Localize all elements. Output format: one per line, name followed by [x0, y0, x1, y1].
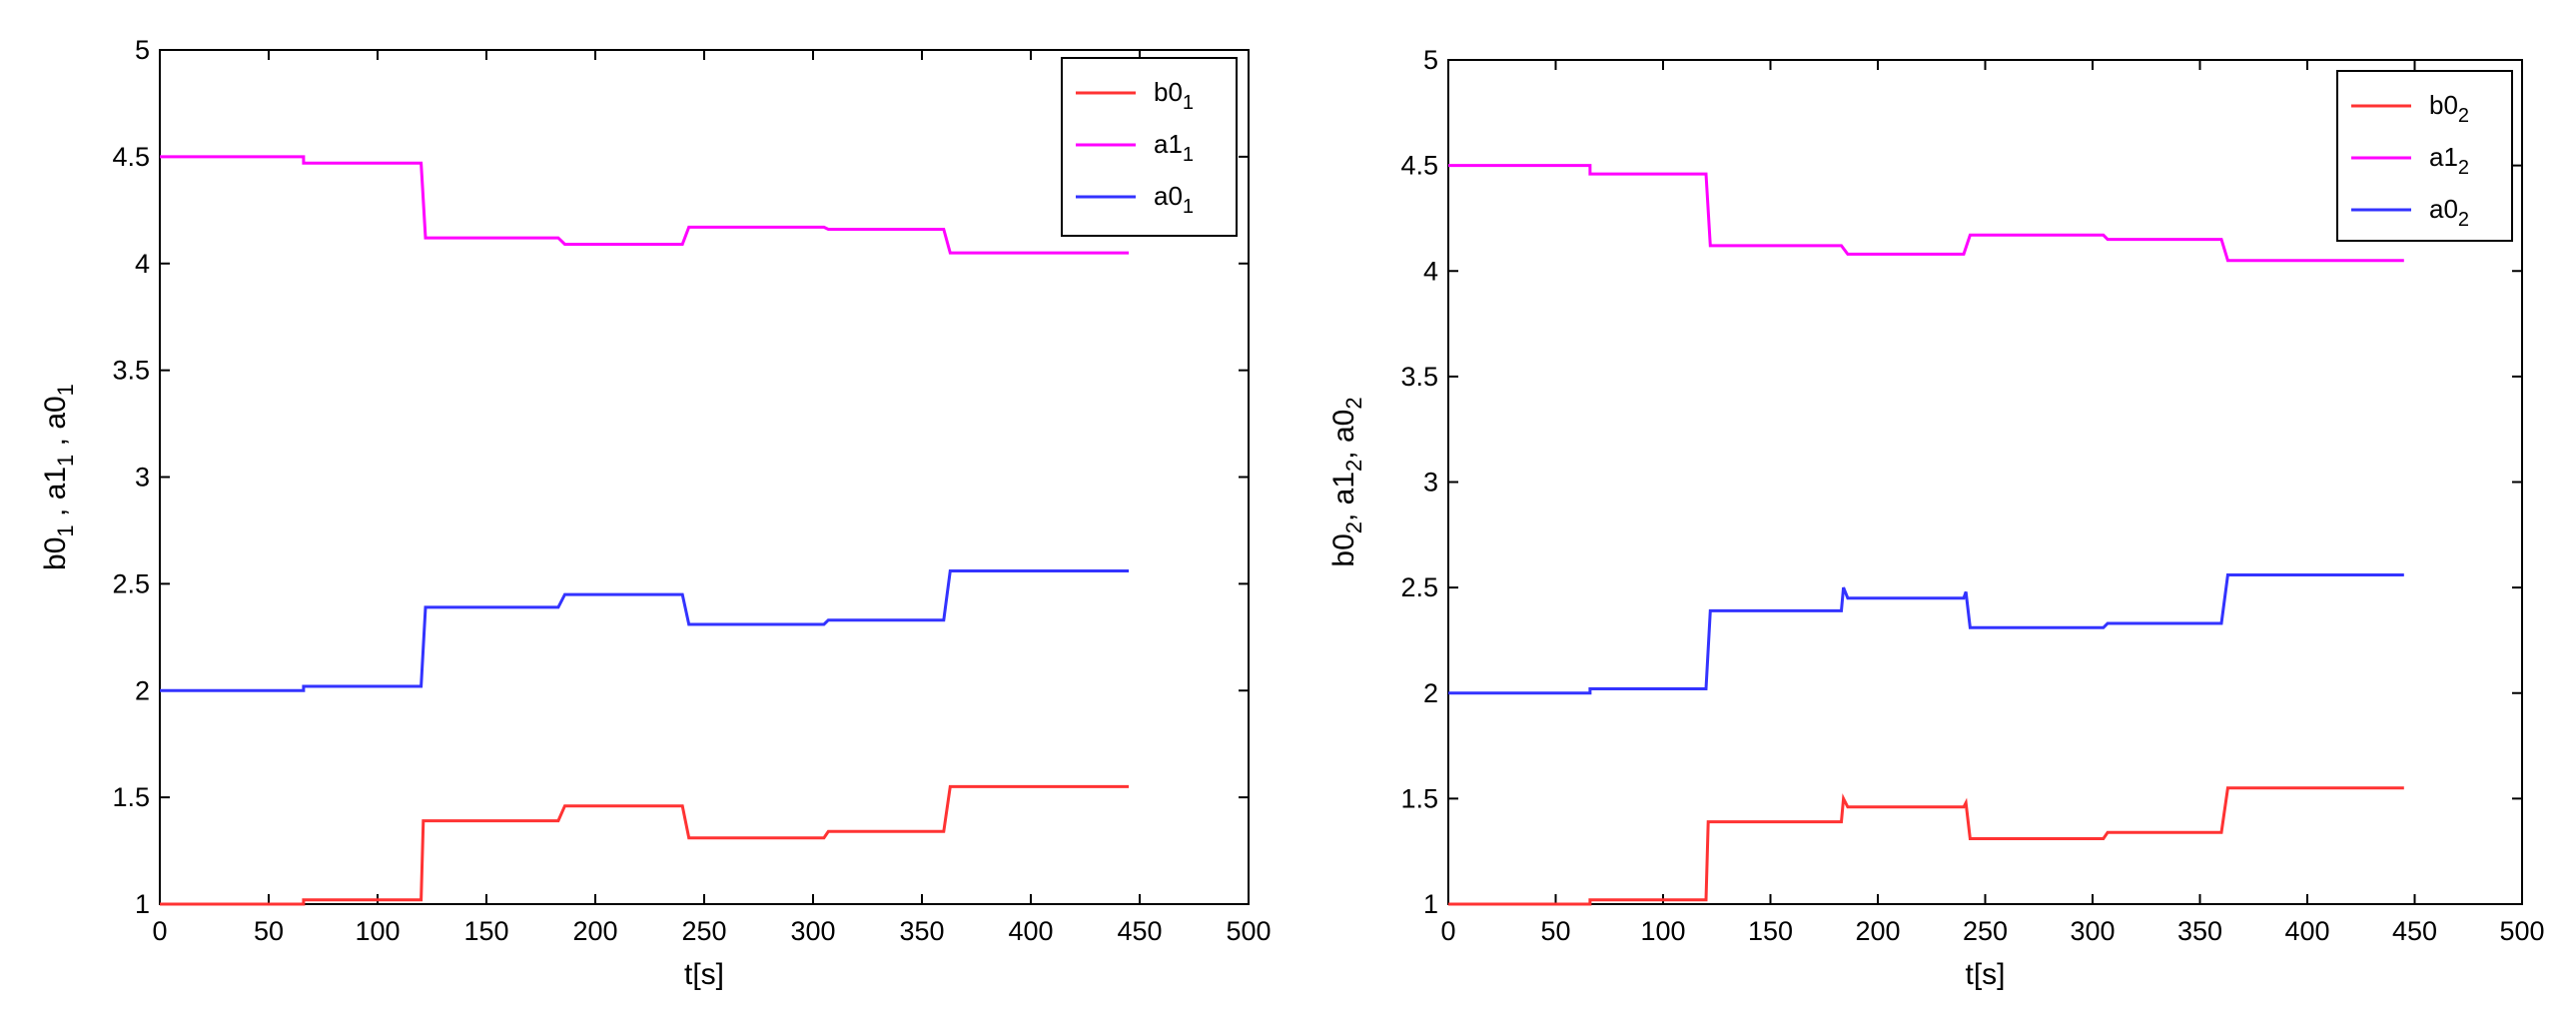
y-tick-label: 5	[135, 35, 150, 65]
legend-label: b02	[2429, 90, 2469, 127]
legend-label: b01	[1154, 77, 1194, 114]
x-tick-label: 250	[681, 916, 726, 946]
legend: b02 a12 a02	[2336, 70, 2513, 242]
y-tick-label: 3	[135, 463, 150, 493]
y-tick-label: 2.5	[112, 568, 150, 598]
series-line-a1	[160, 155, 1130, 255]
y-tick-label: 4	[135, 249, 150, 279]
y-tick-label: 4.5	[1400, 151, 1438, 181]
x-tick-label: 50	[1540, 916, 1570, 946]
series-line-b0	[1448, 786, 2404, 906]
y-tick-label: 1.5	[112, 782, 150, 812]
legend-label: a11	[1154, 129, 1194, 166]
x-tick-label: 300	[2070, 916, 2115, 946]
chart-2: 0 50 100 150 200 250 300 350 400 450 500 1 1.5 2 2.5 3 3…	[1327, 45, 2545, 991]
x-tick-label: 250	[1963, 916, 2008, 946]
y-tick-label: 1	[135, 889, 150, 919]
x-tick-label: 50	[254, 916, 284, 946]
y-axis-label: b02, a12, a02	[1327, 397, 1366, 566]
y-tick-label: 3.5	[112, 356, 150, 386]
y-tick-label: 4.5	[112, 142, 150, 172]
legend-label: a01	[1154, 181, 1194, 218]
x-tick-label: 500	[2499, 916, 2544, 946]
series-line-a0	[160, 569, 1130, 692]
y-tick-label: 2	[135, 675, 150, 705]
series-line-a1	[1448, 164, 2404, 263]
legend-label: a12	[2429, 142, 2469, 179]
x-axis-label: t[s]	[684, 958, 724, 991]
x-tick-label: 100	[1640, 916, 1685, 946]
x-tick-label: 350	[899, 916, 944, 946]
y-tick-label: 2.5	[1400, 572, 1438, 602]
x-tick-label: 400	[2284, 916, 2329, 946]
y-tick-label: 3.5	[1400, 362, 1438, 392]
x-tick-label: 500	[1226, 916, 1271, 946]
x-tick-label: 200	[572, 916, 617, 946]
y-axis-label: b01 , a11 , a01	[39, 384, 78, 570]
legend-label: a02	[2429, 194, 2469, 231]
x-tick-label: 150	[1748, 916, 1793, 946]
x-tick-label: 450	[2392, 916, 2437, 946]
legend: b01 a11 a01	[1061, 57, 1238, 237]
x-axis-label: t[s]	[1965, 958, 2005, 991]
y-tick-label: 3	[1423, 468, 1438, 498]
x-tick-label: 350	[2177, 916, 2222, 946]
y-tick-label: 1	[1423, 889, 1438, 919]
x-tick-label: 0	[1440, 916, 1455, 946]
x-tick-label: 100	[355, 916, 400, 946]
series-line-b0	[160, 784, 1130, 906]
y-tick-label: 4	[1423, 256, 1438, 286]
legend-box	[2336, 70, 2513, 242]
x-tick-label: 300	[790, 916, 835, 946]
legend-box	[1061, 57, 1238, 237]
x-tick-label: 450	[1117, 916, 1162, 946]
x-tick-label: 200	[1855, 916, 1900, 946]
chart-1: 0 50 100 150 200 250 300 350 400 450 500 1 1.5 2 2.5 3 3…	[39, 35, 1272, 991]
x-tick-label: 0	[152, 916, 167, 946]
x-tick-label: 400	[1008, 916, 1053, 946]
y-tick-label: 1.5	[1400, 783, 1438, 813]
y-tick-label: 5	[1423, 45, 1438, 75]
x-tick-label: 150	[463, 916, 508, 946]
y-tick-label: 2	[1423, 678, 1438, 708]
series-line-a0	[1448, 573, 2404, 695]
